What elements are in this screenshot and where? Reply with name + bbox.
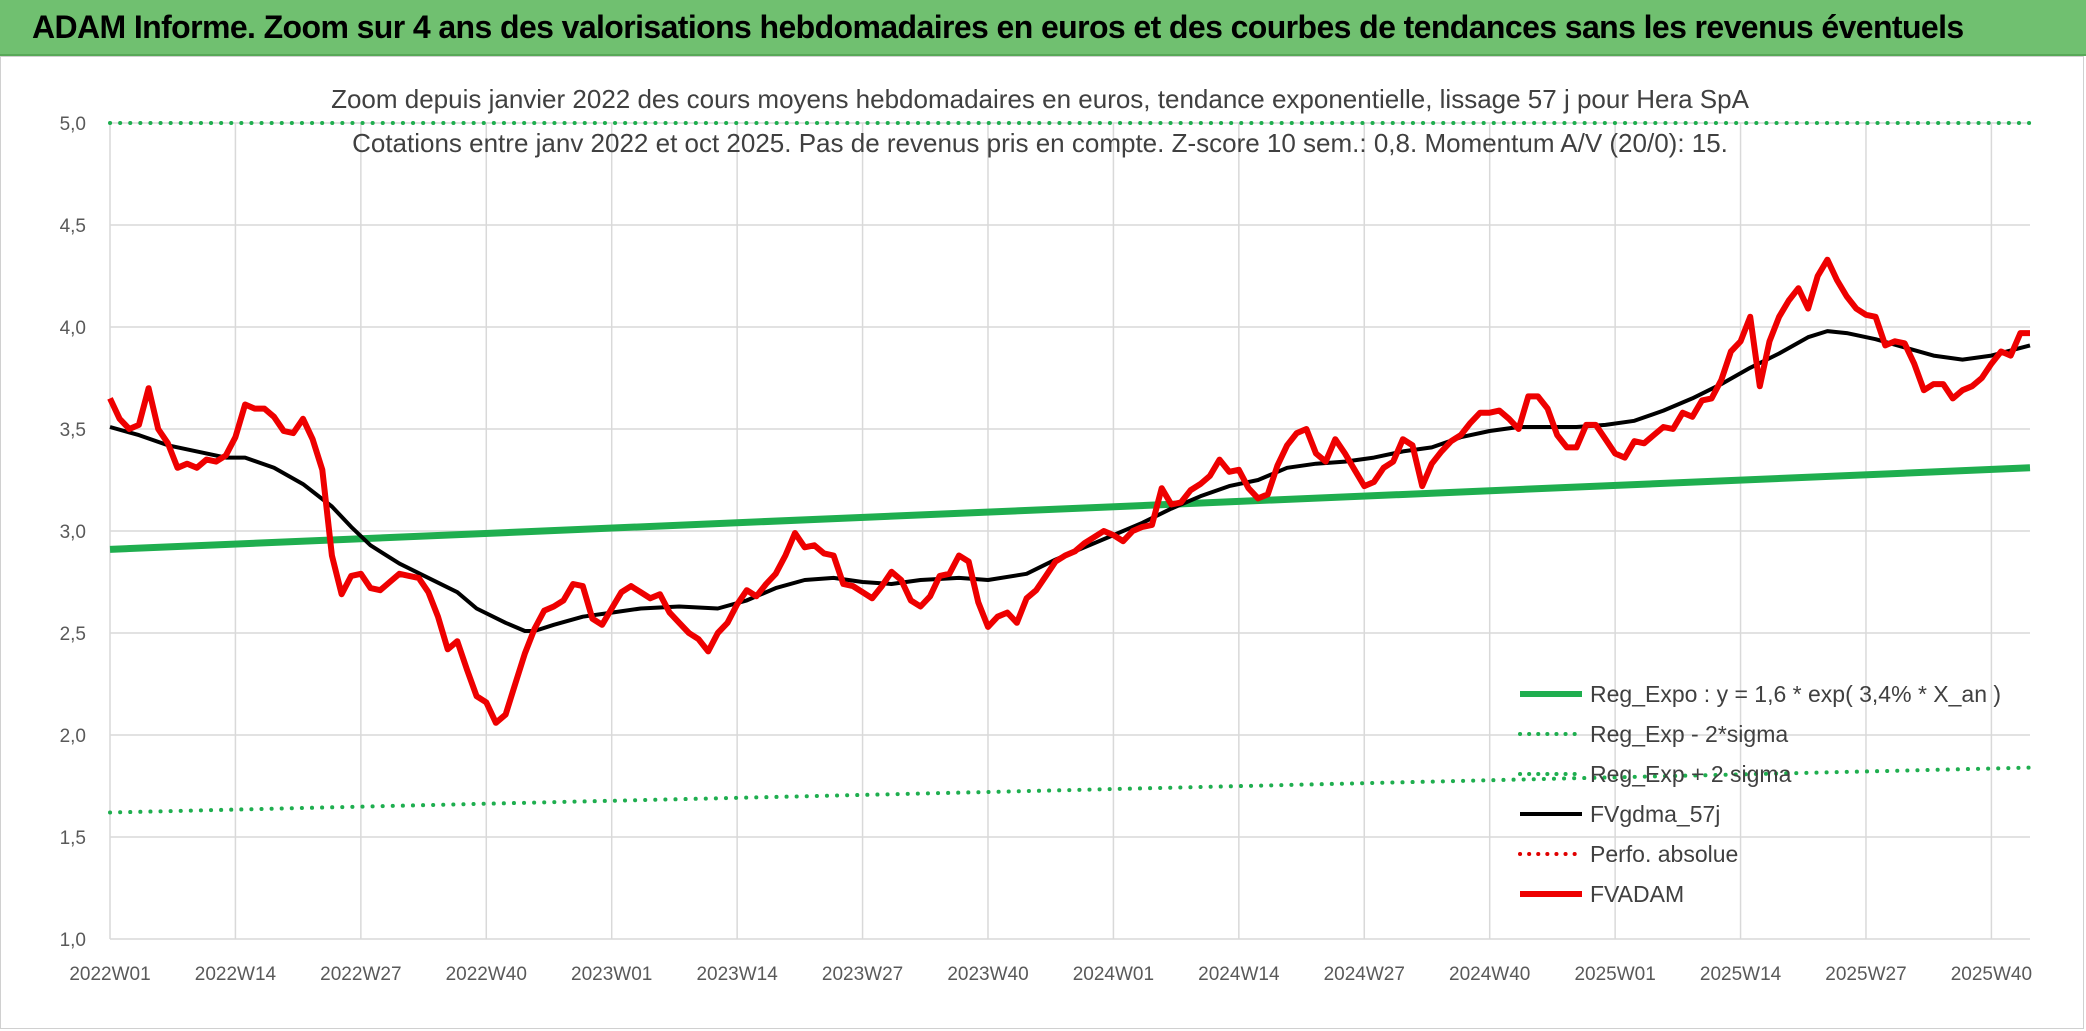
- y-tick-label: 3,0: [60, 522, 86, 543]
- x-tick-label: 2022W27: [320, 964, 401, 985]
- y-tick-label: 1,5: [60, 828, 86, 849]
- chart-titles: Zoom depuis janvier 2022 des cours moyen…: [331, 84, 1750, 158]
- report-banner: ADAM Informe. Zoom sur 4 ans des valoris…: [0, 0, 2086, 56]
- report-title: ADAM Informe. Zoom sur 4 ans des valoris…: [32, 9, 1964, 45]
- y-tick-label: 3,5: [60, 420, 86, 441]
- legend-label-4: Perfo. absolue: [1590, 841, 1738, 867]
- x-axis: 2022W01 2022W14 2022W27 2022W40 2023W01 2023W…: [69, 964, 2032, 985]
- x-tick-label: 2022W14: [195, 964, 277, 985]
- chart-title: Zoom depuis janvier 2022 des cours moyen…: [331, 84, 1750, 114]
- x-tick-label: 2023W40: [947, 964, 1028, 985]
- series-line-0: [109, 464, 2031, 553]
- legend-label-3: FVgdma_57j: [1590, 801, 1720, 827]
- x-tick-label: 2024W40: [1449, 964, 1530, 985]
- legend-label-5: FVADAM: [1590, 881, 1684, 907]
- y-tick-label: 5,0: [60, 114, 86, 135]
- x-tick-label: 2025W40: [1951, 964, 2032, 985]
- chart-frame: [0, 56, 2084, 1029]
- y-tick-label: 4,0: [60, 318, 86, 339]
- x-tick-label: 2025W27: [1825, 964, 1906, 985]
- x-tick-label: 2025W14: [1700, 964, 1782, 985]
- x-tick-label: 2024W14: [1198, 964, 1280, 985]
- legend-label-2: Reg_Exp + 2 sigma: [1590, 761, 1792, 787]
- chart-subtitle: Cotations entre janv 2022 et oct 2025. P…: [352, 128, 1728, 158]
- gridlines: [109, 122, 2030, 940]
- x-tick-label: 2024W27: [1324, 964, 1405, 985]
- y-tick-label: 4,5: [60, 216, 86, 237]
- x-tick-label: 2023W27: [822, 964, 903, 985]
- series-group: [107, 121, 2032, 815]
- y-tick-label: 2,0: [60, 726, 86, 747]
- series-line-1: [108, 765, 2032, 815]
- series-line-5: [107, 256, 2030, 726]
- x-tick-label: 2025W01: [1574, 964, 1655, 985]
- legend-label-0: Reg_Expo : y = 1,6 * exp( 3,4% * X_an ): [1590, 681, 2001, 707]
- y-axis: 1,0 1,5 2,0 2,5 3,0 3,5 4,0 4,5 5,0: [60, 114, 86, 951]
- legend: Reg_Expo : y = 1,6 * exp( 3,4% * X_an ) R…: [1518, 681, 2001, 907]
- y-tick-label: 1,0: [60, 930, 86, 951]
- x-tick-label: 2022W01: [69, 964, 150, 985]
- x-tick-label: 2023W01: [571, 964, 652, 985]
- legend-label-1: Reg_Exp - 2*sigma: [1590, 721, 1788, 747]
- y-tick-label: 2,5: [60, 624, 86, 645]
- x-tick-label: 2024W01: [1073, 964, 1154, 985]
- x-tick-label: 2022W40: [446, 964, 527, 985]
- x-tick-label: 2023W14: [696, 964, 778, 985]
